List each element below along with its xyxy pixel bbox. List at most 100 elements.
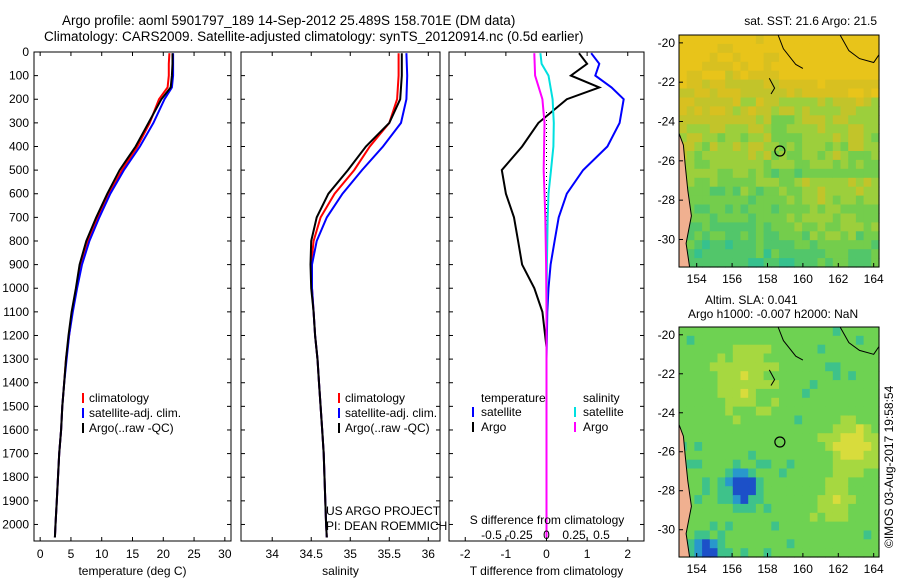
x-tick-label: 20 [157,547,171,561]
top-tick-label: 0.25 [562,528,586,542]
lon-tick-label: 164 [864,562,884,576]
lat-tick-label: -30 [658,523,676,537]
x-tick-label: 34 [266,547,280,561]
depth-tick-label: 1900 [2,494,29,508]
depth-tick-label: 0 [22,45,29,59]
sla-map-title-line1: Altim. SLA: 0.041 [705,293,798,307]
annotation-pi: PI: DEAN ROEMMICH [326,519,447,533]
depth-tick-label: 400 [9,139,29,153]
x-tick-label: 35 [344,547,358,561]
depth-tick-label: 300 [9,116,29,130]
x-tick-label: 25 [187,547,201,561]
lat-tick-label: -28 [658,193,676,207]
profile-marker [774,145,786,157]
reef-outline [839,326,880,355]
sla-map: 154 156 158 160 162 164 -20 -22 -24 -26 -28 -30 [658,326,884,576]
series-line-s-argo [533,53,548,538]
top-tick-label: -0.5 [481,528,502,542]
legend-label: climatology [345,391,405,405]
series-line-argo [309,53,403,538]
depth-tick-label: 1800 [2,470,29,484]
depth-tick-label: 1100 [3,305,29,319]
series-line-argo [53,53,174,538]
lat-tick-label: -20 [658,328,676,342]
lat-tick-label: -22 [658,75,676,89]
salinity-panel: 34 34.5 35 35.5 36 salinity [240,51,441,578]
top-tick-label: 0.5 [593,528,610,542]
x-axis-label: T difference from climatology [470,564,624,578]
legend-label: Argo(..raw -QC) [89,421,174,435]
depth-tick-label: 1300 [2,352,29,366]
profile-marker [774,436,786,448]
lon-tick-label: 164 [864,272,884,286]
lat-tick-label: -24 [658,406,676,420]
legend-header-salinity: salinity [583,391,620,405]
depth-tick-label: 100 [9,69,29,83]
top-tick-label: -0.25 [505,528,533,542]
figure-title-line2: Climatology: CARS2009. Satellite-adjuste… [44,29,584,44]
depth-tick-label: 1000 [2,281,29,295]
depth-tick-label: 1700 [2,447,29,461]
imos-stamp: ©IMOS 03-Aug-2017 19:58:54 [882,385,896,548]
lat-tick-label: -28 [658,484,676,498]
x-axis-label: temperature (deg C) [78,564,186,578]
x-tick-label: 35.5 [378,547,402,561]
legend-label: climatology [89,391,149,405]
reef-outline [839,34,880,64]
x-tick-label: 5 [68,547,75,561]
x-tick-label: 34.5 [300,547,324,561]
legend-label: Argo [481,420,507,434]
lon-tick-label: 160 [793,272,813,286]
x-tick-label: 10 [95,547,109,561]
legend-header-temperature: temperature [481,391,546,405]
lon-tick-label: 158 [757,272,777,286]
lon-tick-label: 156 [722,272,742,286]
x-tick-label: -2 [460,547,471,561]
series-line-t-argo [500,52,603,538]
lon-tick-label: 162 [828,272,848,286]
depth-tick-label: 800 [9,234,29,248]
lat-tick-label: -24 [658,115,676,129]
x-tick-label: 15 [126,547,140,561]
depth-tick-label: 700 [9,210,29,224]
depth-tick-label: 2000 [2,517,29,531]
x-tick-label: 36 [422,547,436,561]
reef-outline [768,78,776,95]
sst-map-title: sat. SST: 21.6 Argo: 21.5 [744,14,877,28]
lon-tick-label: 162 [828,562,848,576]
lat-tick-label: -20 [658,36,676,50]
lat-tick-label: -22 [658,367,676,381]
temperature-panel: 0 5 10 15 20 25 30 temperature (deg C) [33,51,232,578]
depth-tick-label: 200 [9,92,29,106]
lon-tick-label: 154 [687,272,707,286]
legend-label: satellite-adj. clim. [345,406,437,420]
legend-label: satellite [583,405,624,419]
x-tick-label: 1 [584,547,591,561]
sla-map-title-line2: Argo h1000: -0.007 h2000: NaN [688,307,858,321]
top-axis-label: S difference from climatology [470,513,625,527]
land-mass [678,424,692,558]
depth-tick-label: 1600 [2,423,29,437]
map-frame [678,326,880,558]
panel-frame [33,51,232,542]
reef-outline [777,326,804,361]
legend-label: satellite [481,405,522,419]
figure-title-line1: Argo profile: aoml 5901797_189 14-Sep-20… [62,13,516,28]
difference-panel: -2 -1 0 1 2T difference from climatology [448,51,645,578]
legend-label: satellite-adj. clim. [89,406,181,420]
legend-label: Argo(..raw -QC) [345,421,430,435]
lon-tick-label: 156 [722,562,742,576]
x-axis-label: salinity [322,564,359,578]
lon-tick-label: 158 [757,562,777,576]
sst-map: 154 156 158 160 162 164 -20 -22 -24 -26 -28 -30 [658,34,884,286]
lat-tick-label: -26 [658,154,676,168]
depth-tick-label: 1400 [2,376,29,390]
depth-tick-label: 1200 [2,328,29,342]
depth-tick-label: 900 [9,258,29,272]
map-frame [678,34,880,268]
x-tick-label: -1 [501,547,512,561]
annotation-project: US ARGO PROJECT [326,504,441,518]
legend-label: Argo [583,420,609,434]
